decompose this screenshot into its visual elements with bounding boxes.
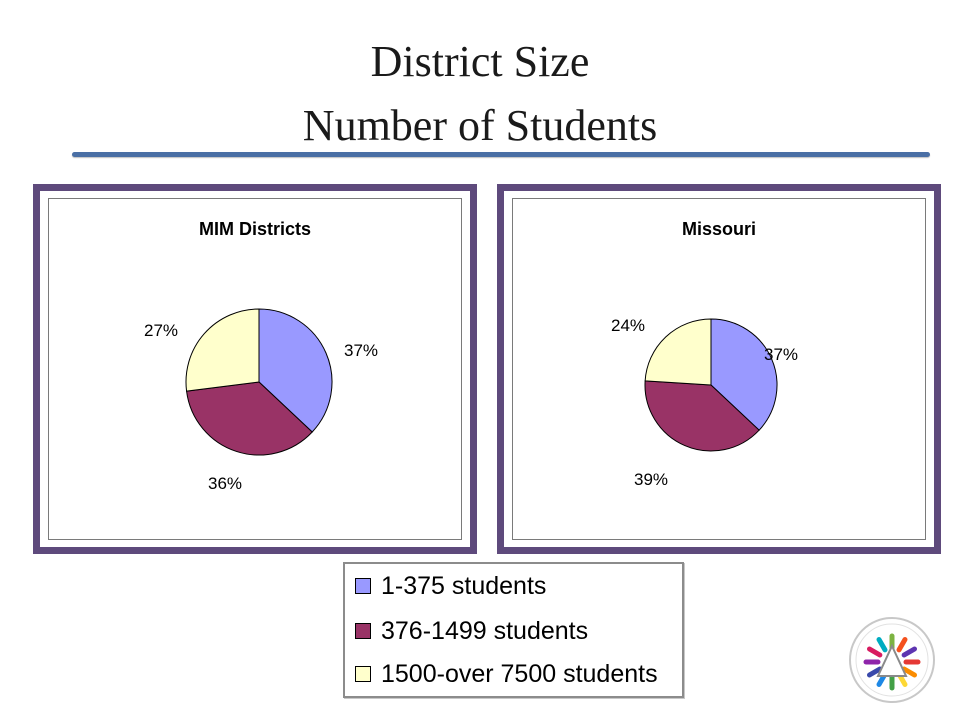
district-logo-icon	[849, 617, 935, 703]
pie-title: Missouri	[682, 219, 756, 239]
legend-label: 1500-over 7500 students	[381, 659, 658, 688]
pie-data-label: 37%	[764, 345, 798, 364]
logo-ray	[896, 636, 908, 653]
pie-data-label: 27%	[144, 321, 178, 340]
title-underline	[72, 152, 930, 157]
pie-slice	[644, 380, 760, 452]
pie-data-label: 36%	[208, 474, 242, 493]
pie-data-label: 39%	[634, 470, 668, 489]
legend-item-1500-over: 1500-over 7500 students	[355, 657, 658, 691]
logo-ray	[866, 646, 883, 658]
pie-data-label: 37%	[344, 341, 378, 360]
legend-item-376-1499: 376-1499 students	[355, 614, 588, 648]
legend-label: 1-375 students	[381, 571, 547, 600]
chart-area-mim: MIM Districts 37% 36% 27%	[48, 198, 462, 540]
legend-item-1-375: 1-375 students	[355, 569, 546, 603]
logo-ray	[876, 636, 888, 653]
pie-slice	[710, 318, 778, 431]
chart-panel-missouri: Missouri 37% 39% 24%	[497, 184, 941, 554]
slide-title-line-1: District Size	[370, 37, 590, 86]
legend-label: 376-1499 students	[381, 616, 589, 645]
pie-slice	[185, 308, 260, 392]
pie-data-label: 24%	[611, 316, 645, 335]
logo-ray	[866, 666, 883, 678]
pie-chart-missouri: Missouri 37% 39% 24%	[611, 219, 798, 489]
slide-title-line-2: Number of Students	[302, 101, 658, 150]
pie-slice	[644, 318, 712, 386]
pie-slice	[186, 381, 313, 456]
chart-panel-mim: MIM Districts 37% 36% 27%	[33, 184, 477, 554]
legend-swatch	[355, 623, 371, 639]
legend-swatch	[355, 666, 371, 682]
pie-chart-mim: MIM Districts 37% 36% 27%	[144, 219, 378, 493]
chart-legend: 1-375 students 376-1499 students 1500-ov…	[343, 562, 684, 698]
chart-area-missouri: Missouri 37% 39% 24%	[512, 198, 926, 540]
pie-title: MIM Districts	[199, 219, 311, 239]
logo-ray	[901, 646, 918, 658]
logo-ray	[901, 666, 918, 678]
pie-slice	[258, 308, 333, 433]
legend-swatch	[355, 578, 371, 594]
